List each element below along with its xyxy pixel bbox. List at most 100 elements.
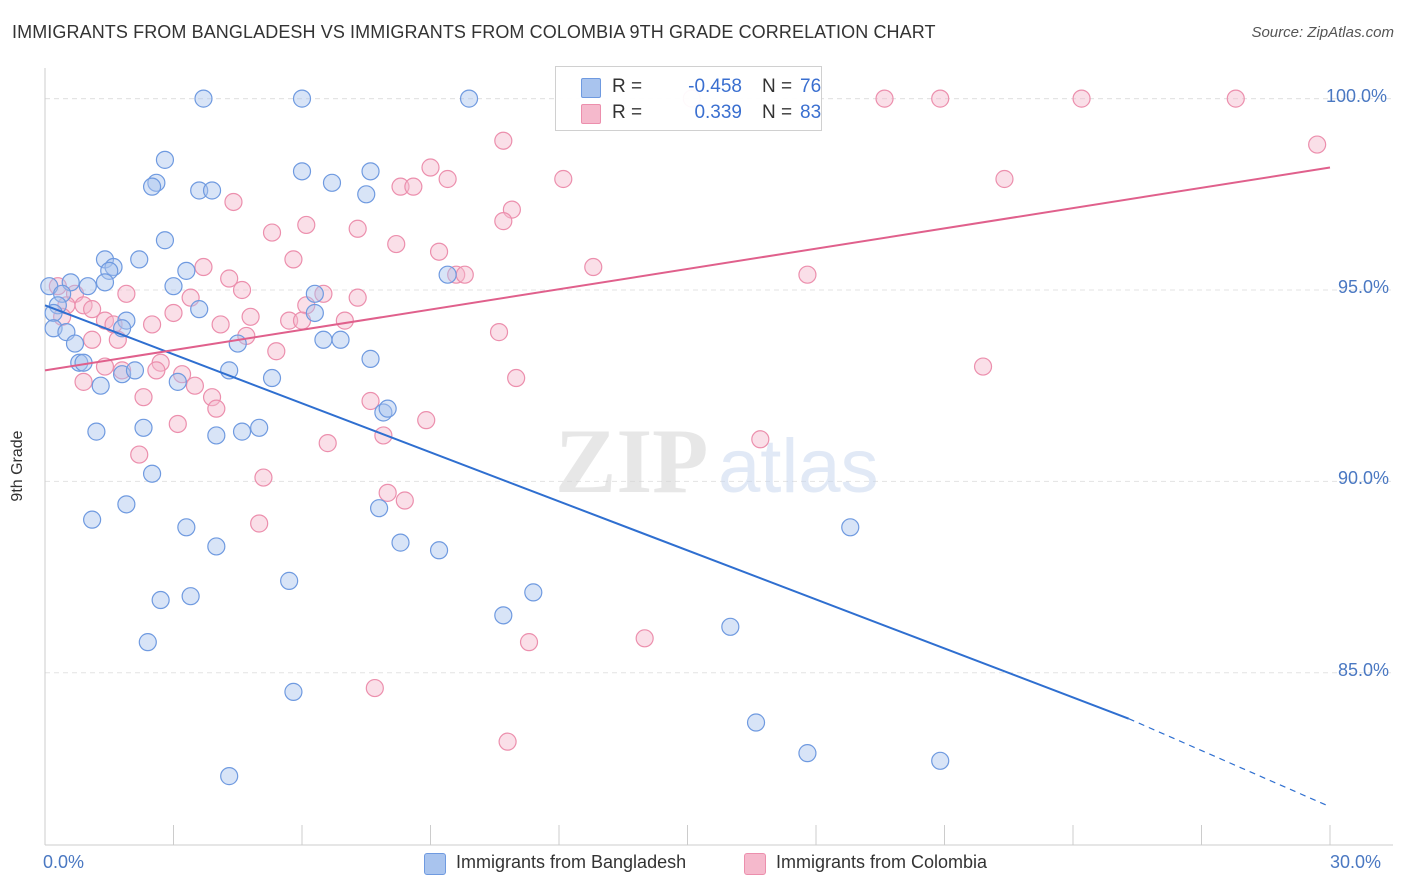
source-credit: Source: ZipAtlas.com — [1251, 24, 1394, 41]
bangladesh-point — [91, 376, 110, 395]
colombia-point — [185, 376, 205, 395]
bangladesh-trend-extension — [1128, 718, 1331, 808]
colombia-point — [194, 257, 213, 277]
colombia-point — [224, 192, 243, 212]
colombia-point — [1072, 89, 1091, 108]
colombia-point — [404, 177, 423, 196]
colombia-point — [134, 388, 153, 407]
bangladesh-point — [331, 330, 350, 349]
bangladesh-point — [83, 510, 102, 529]
bangladesh-point — [357, 185, 376, 204]
bangladesh-point — [746, 713, 766, 732]
bangladesh-point — [524, 583, 543, 602]
bangladesh-point — [305, 284, 324, 303]
colombia-point — [142, 315, 162, 334]
bottom-legend-swatch-bangladesh — [424, 853, 446, 875]
bottom-legend-label-bangladesh: Immigrants from Bangladesh — [456, 852, 687, 872]
colombia-point — [798, 265, 817, 284]
colombia-points — [48, 89, 1327, 751]
colombia-point — [635, 629, 654, 648]
bangladesh-point — [130, 250, 149, 269]
bangladesh-point — [429, 541, 449, 560]
bangladesh-point — [280, 571, 299, 590]
x-axis-ticks — [44, 825, 1331, 845]
colombia-point — [489, 323, 509, 342]
colombia-point — [284, 250, 303, 269]
colombia-point — [494, 131, 513, 150]
colombia-point — [112, 361, 132, 380]
chart-title: IMMIGRANTS FROM BANGLADESH VS IMMIGRANTS… — [12, 22, 936, 42]
bangladesh-point — [95, 273, 115, 292]
bangladesh-point — [292, 162, 312, 181]
colombia-point — [335, 311, 354, 330]
colombia-point — [318, 434, 337, 453]
colombia-point — [417, 411, 436, 430]
bangladesh-trend-line — [44, 304, 1130, 720]
colombia-point — [365, 678, 384, 698]
bangladesh-point — [292, 89, 312, 108]
bangladesh-point — [168, 372, 187, 391]
colombia-point — [297, 215, 316, 235]
bangladesh-point — [232, 422, 252, 441]
colombia-point — [202, 388, 222, 407]
bangladesh-point — [142, 177, 162, 196]
bangladesh-point — [370, 499, 389, 518]
colombia-point — [1308, 135, 1327, 154]
trend-lines — [44, 166, 1331, 808]
bangladesh-point — [138, 633, 157, 652]
legend-n-label: N = — [762, 76, 793, 97]
colombia-point — [83, 300, 102, 319]
bangladesh-point — [721, 617, 740, 636]
colombia-point — [147, 361, 166, 380]
bangladesh-point — [284, 682, 303, 701]
bangladesh-point — [177, 261, 196, 280]
colombia-point — [395, 491, 414, 510]
grid-lines — [45, 98, 1393, 674]
colombia-point — [130, 445, 149, 464]
legend-r-label: R = — [612, 76, 643, 97]
bangladesh-point — [207, 537, 226, 556]
colombia-point — [250, 514, 269, 533]
bangladesh-point — [459, 89, 479, 108]
y-tick-label-85: 85.0% — [1338, 660, 1390, 680]
bangladesh-point — [190, 300, 209, 319]
colombia-point — [74, 296, 93, 315]
bangladesh-point — [100, 261, 119, 280]
bangladesh-point — [250, 418, 269, 437]
bangladesh-point — [181, 587, 200, 606]
bangladesh-point — [798, 744, 817, 763]
y-axis-label: 9th Grade — [9, 430, 26, 502]
colombia-point — [519, 633, 539, 652]
colombia-point — [348, 219, 367, 238]
bottom-legend-label-colombia: Immigrants from Colombia — [776, 852, 988, 872]
colombia-point — [267, 342, 286, 361]
bangladesh-point — [164, 277, 183, 296]
colombia-point — [254, 468, 273, 487]
colombia-point — [220, 269, 239, 288]
bangladesh-point — [194, 89, 213, 108]
colombia-point — [211, 315, 230, 334]
colombia-point — [973, 357, 993, 376]
y-tick-label-90: 90.0% — [1338, 468, 1390, 488]
bangladesh-point — [494, 606, 513, 625]
colombia-point — [168, 414, 187, 434]
colombia-point — [1226, 89, 1245, 108]
bangladesh-point — [931, 751, 950, 770]
watermark-zip: ZIP — [555, 410, 708, 512]
colombia-point — [348, 288, 367, 307]
colombia-point — [875, 89, 894, 108]
legend-n-value: 83 — [800, 102, 822, 123]
colombia-point — [995, 169, 1014, 189]
colombia-point — [164, 303, 183, 323]
colombia-point — [554, 169, 573, 189]
bangladesh-point — [391, 533, 410, 552]
y-tick-label-95: 95.0% — [1338, 277, 1390, 297]
colombia-point — [391, 177, 410, 196]
bangladesh-point — [125, 361, 145, 380]
bangladesh-point — [841, 518, 860, 537]
bottom-legend-swatch-colombia — [744, 853, 766, 875]
bangladesh-point — [378, 399, 397, 418]
bangladesh-point — [87, 422, 106, 441]
bangladesh-point — [314, 330, 333, 349]
